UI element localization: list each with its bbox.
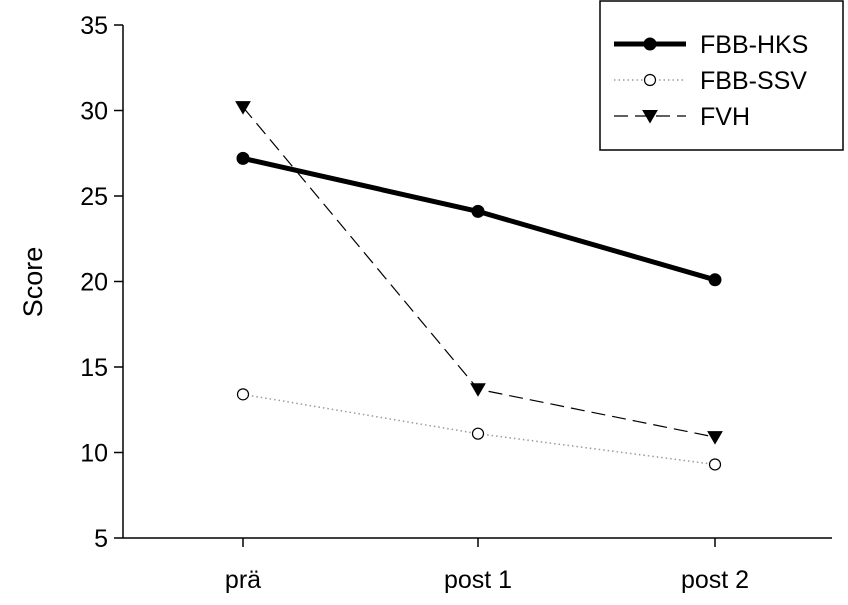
plot-area: 5 10 15 20 25 30 35 prä post 1 post 2 Score [18, 12, 832, 594]
legend-entry: FVH [614, 103, 750, 131]
y-tick-label: 30 [80, 98, 108, 126]
data-point [708, 273, 722, 287]
legend-label: FBB-SSV [700, 67, 807, 95]
y-tick-label: 20 [80, 269, 108, 297]
legend-label: FVH [700, 103, 750, 131]
x-tick-label: post 2 [681, 566, 749, 594]
x-tick-label: prä [225, 566, 261, 594]
series-layer [235, 101, 723, 471]
series-fbb-ssv [236, 388, 722, 471]
y-tick-label: 35 [80, 12, 108, 40]
data-point [471, 204, 485, 218]
legend-label: FBB-HKS [700, 31, 808, 59]
y-axis-ticks: 5 10 15 20 25 30 35 [80, 12, 123, 553]
y-axis-title: Score [18, 247, 48, 318]
data-point [470, 383, 486, 397]
x-tick-label: post 1 [444, 566, 512, 594]
data-point [236, 151, 250, 165]
data-point [236, 388, 250, 401]
data-point [471, 427, 485, 440]
data-point [708, 458, 722, 471]
legend-marker [643, 73, 657, 87]
x-axis-ticks: prä post 1 post 2 [225, 538, 749, 594]
legend-items: FBB-HKS FBB-SSV FVH [614, 31, 808, 131]
legend-entry: FBB-SSV [614, 67, 807, 95]
data-point [707, 431, 723, 445]
y-tick-label: 5 [94, 525, 108, 553]
y-tick-label: 15 [80, 354, 108, 382]
legend: FBB-HKS FBB-SSV FVH [599, 0, 844, 151]
series-fbb-hks [236, 151, 722, 287]
y-tick-label: 10 [80, 440, 108, 468]
legend-box [599, 0, 844, 151]
legend-marker [642, 110, 658, 124]
data-point [235, 101, 251, 115]
series-fvh [235, 101, 723, 445]
legend-entry: FBB-HKS [614, 31, 808, 59]
legend-marker [643, 37, 657, 51]
series-line [242, 155, 716, 283]
y-tick-label: 25 [80, 183, 108, 211]
